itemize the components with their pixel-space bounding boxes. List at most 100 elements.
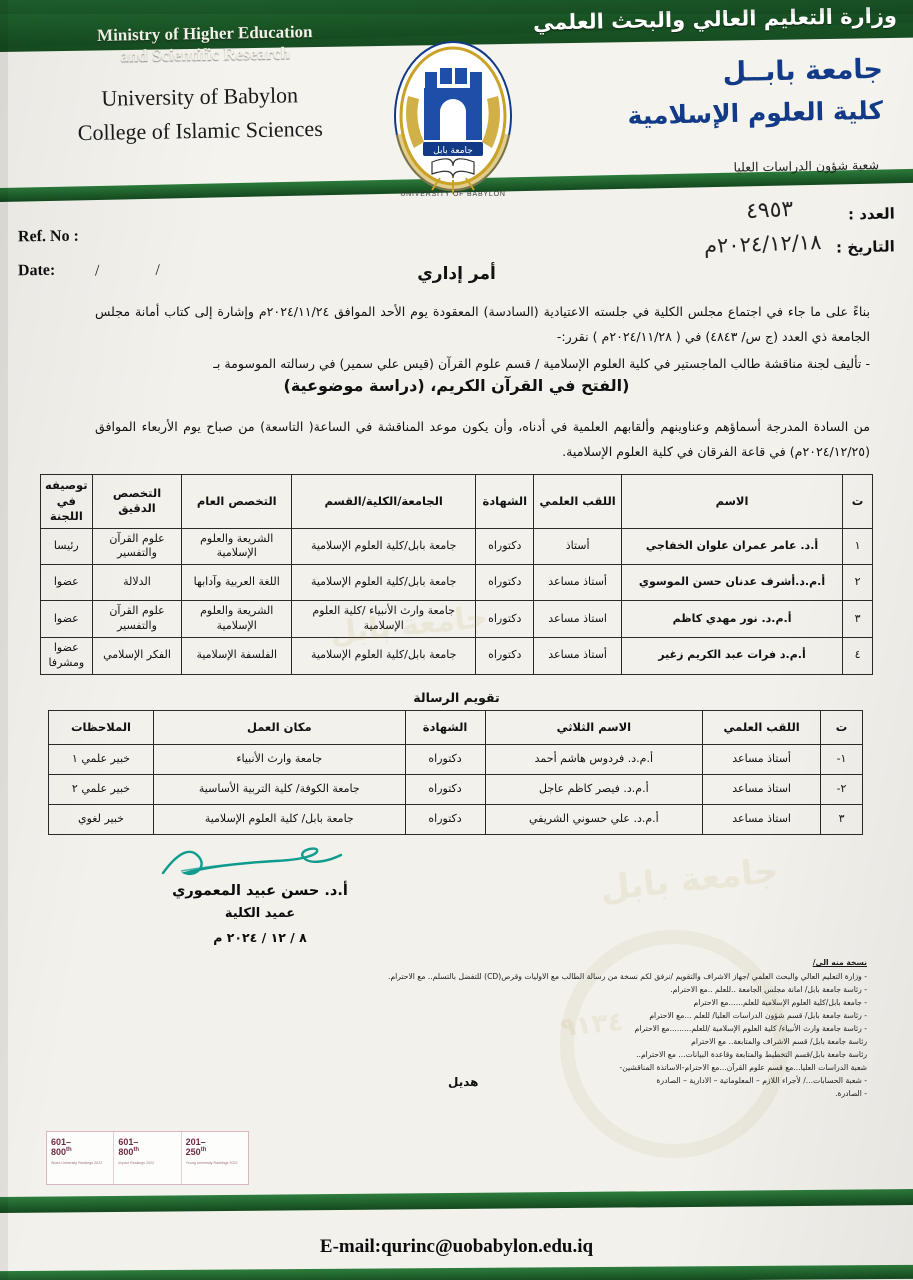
ranking-range-start: 601– (118, 1137, 139, 1147)
number-label-arabic: العدد : (847, 204, 896, 224)
signatory-role: عميد الكلية (224, 906, 296, 921)
emblem-english-text: UNIVERSITY OF BABYLON (400, 191, 505, 198)
cell-role: رئيسا (40, 527, 93, 566)
distribution-list-heading: نسخة منه الى/ (812, 958, 867, 967)
footer-email: E-mail:qurinc@uobabylon.edu.iq (319, 1236, 594, 1257)
cell-exact-spec: علوم القرآن والتفسير (91, 527, 183, 566)
cell-general-spec: الشريعة والعلوم الإسلامية (181, 600, 293, 638)
list-item: شعبة الدراسات العليا...مع قسم علوم القرآ… (619, 1063, 867, 1073)
signature-block: أ.د. حسن عبيد المعموري عميد الكلية ٨ / ١… (120, 845, 400, 945)
body-paragraph-3: من السادة المدرجة أسماؤهم وعناوينهم وألق… (95, 419, 870, 459)
cell-title: أستاذ مساعد (533, 636, 622, 675)
table-row: ٢ أ.م.د.أشرف عدنان حسن الموسوي أستاذ مسا… (40, 564, 873, 602)
cell-title: أستاذ مساعد (702, 744, 822, 775)
cell-title: أستاذ (533, 527, 622, 566)
cell-role: عضوا (40, 600, 93, 638)
cell-workplace: جامعة وارث الأنبياء (152, 744, 406, 775)
committee-col-role: توصيفه في اللجنة (40, 474, 93, 529)
footer-top-rule (0, 1189, 913, 1213)
ranking-caption: Impact Rankings 2022 (118, 1160, 155, 1165)
table-row: ٢- استاذ مساعد أ.م.د. فيصر كاظم عاجل دكت… (48, 774, 863, 805)
cell-title: أستاذ مساعد (533, 564, 622, 602)
cell-workplace: جامعة بابل/ كلية العلوم الإسلامية (152, 804, 406, 835)
cell-notes: خبير علمي ٢ (48, 774, 154, 805)
university-name-english-block: University of Babylon College of Islamic… (29, 77, 370, 151)
cell-role: عضوا (40, 564, 93, 602)
cell-role: عضوا ومشرفا (40, 636, 93, 675)
list-item: - وزارة التعليم العالي والبحث العلمي /جه… (388, 972, 867, 982)
ranking-badge: 601– 800th World University Rankings 202… (47, 1132, 113, 1184)
evaluation-table-header-row: ت اللقب العلمي الاسم الثلاثي الشهادة مكا… (48, 710, 863, 745)
footer-bottom-rule (0, 1264, 913, 1280)
cell-degree: دكتوراه (475, 600, 535, 638)
ranking-range: 601– 800th (51, 1137, 109, 1158)
ranking-suffix: th (66, 1147, 72, 1154)
ranking-range: 601– 800th (118, 1137, 176, 1158)
university-emblem-icon: جامعة بابل UNIVERSITY OF BABYLON (378, 38, 528, 198)
committee-col-no: ت (842, 474, 873, 529)
evaluation-table-title: تقويم الرسالة (413, 690, 500, 705)
committee-col-affiliation: الجامعة/الكلية/القسم (291, 474, 477, 529)
evaluation-col-title: اللقب العلمي (702, 710, 822, 745)
signature-date: ٨ / ١٢ / ٢٠٢٤ م (213, 930, 307, 945)
cell-no: ١- (820, 744, 863, 775)
handwritten-number-value: ٤٩٥٣ (745, 196, 794, 225)
ref-no-label: Ref. No : (17, 227, 79, 246)
date-label-arabic: التاريخ : (835, 237, 896, 257)
ranking-caption: Young University Rankings 2022 (185, 1160, 238, 1165)
cell-general-spec: الشريعة والعلوم الإسلامية (181, 527, 293, 566)
typist-name: هديل (448, 1075, 479, 1089)
watermark-text: جامعة بابل (598, 850, 781, 910)
cell-exact-spec: علوم القرآن والتفسير (91, 600, 183, 638)
thesis-title: (الفتح في القرآن الكريم، (دراسة موضوعية) (283, 376, 630, 395)
table-row: ٣ أ.م.د. نور مهدي كاظم استاذ مساعد دكتور… (40, 600, 873, 638)
cell-no: ٢- (820, 774, 863, 805)
emblem-arabic-text: جامعة بابل (433, 146, 473, 156)
cell-name: أ.م.د. نور مهدي كاظم (620, 600, 844, 638)
letterhead: وزارة التعليم العالي والبحث العلمي Minis… (0, 0, 913, 202)
handwritten-signature-icon (161, 847, 343, 876)
ranking-range-start: 201– (185, 1137, 206, 1147)
table-row: ٣ استاذ مساعد أ.م.د. علي حسوني الشريفي د… (48, 804, 863, 835)
ranking-caption: World University Rankings 2022 (51, 1160, 103, 1165)
evaluation-col-name: الاسم الثلاثي (484, 710, 704, 745)
cell-name: أ.د. عامر عمران علوان الخفاجي (620, 527, 844, 566)
cell-degree: دكتوراه (475, 527, 535, 566)
cell-name: أ.م.د. فردوس هاشم أحمد (484, 744, 704, 775)
cell-exact-spec: الدلالة (91, 564, 183, 602)
cell-general-spec: الفلسفة الإسلامية (181, 636, 293, 675)
college-name-english: College of Islamic Sciences (77, 115, 323, 146)
cell-title: استاذ مساعد (533, 600, 622, 638)
table-row: ١ أ.د. عامر عمران علوان الخفاجي أستاذ دك… (40, 527, 873, 566)
cell-no: ٣ (820, 804, 863, 835)
cell-title: استاذ مساعد (702, 804, 822, 835)
list-item: - رئاسة جامعة بابل/ امانة مجلس الجامعة .… (670, 985, 867, 995)
committee-table-header-row: ت الاسم اللقب العلمي الشهادة الجامعة/الك… (40, 474, 873, 529)
list-item: - رئاسة جامعة وارث الأنبياء/ كلية العلوم… (634, 1024, 867, 1034)
list-item: رئاسة جامعة بابل/قسم التخطيط والمتابعة و… (636, 1050, 867, 1060)
cell-no: ٣ (842, 600, 873, 638)
ranking-suffix: th (133, 1147, 140, 1154)
ranking-range-end: 800 (118, 1147, 134, 1158)
evaluation-col-notes: الملاحظات (48, 710, 154, 745)
evaluation-col-degree: الشهادة (404, 710, 486, 745)
ranking-badges: 601– 800th World University Rankings 202… (46, 1131, 249, 1185)
ranking-suffix: th (200, 1147, 207, 1154)
evaluation-table: ت اللقب العلمي الاسم الثلاثي الشهادة مكا… (48, 710, 863, 835)
cell-notes: خبير لغوي (48, 804, 154, 835)
cell-no: ١ (842, 527, 873, 566)
cell-affiliation: جامعة بابل/كلية العلوم الإسلامية (291, 527, 477, 566)
cell-affiliation: جامعة بابل/كلية العلوم الإسلامية (291, 564, 477, 602)
list-item: رئاسة جامعة بابل/ قسم الاشراف والمتابعة.… (691, 1037, 867, 1047)
cell-degree: دكتوراه (475, 636, 535, 675)
body-paragraph-2: - تأليف لجنة مناقشة طالب الماجستير في كل… (213, 356, 870, 371)
list-item: - الصادرة. (835, 1089, 867, 1099)
signatory-name: أ.د. حسن عبيد المعموري (172, 883, 348, 899)
body-paragraph-1: بناءً على ما جاء في اجتماع مجلس الكلية ف… (95, 304, 870, 344)
evaluation-col-workplace: مكان العمل (152, 710, 406, 745)
committee-col-general-spec: التخصص العام (181, 474, 293, 529)
cell-name: أ.م.د.أشرف عدنان حسن الموسوي (620, 564, 844, 602)
cell-degree: دكتوراه (404, 774, 486, 805)
ranking-badge: 601– 800th Impact Rankings 2022 (113, 1132, 180, 1184)
